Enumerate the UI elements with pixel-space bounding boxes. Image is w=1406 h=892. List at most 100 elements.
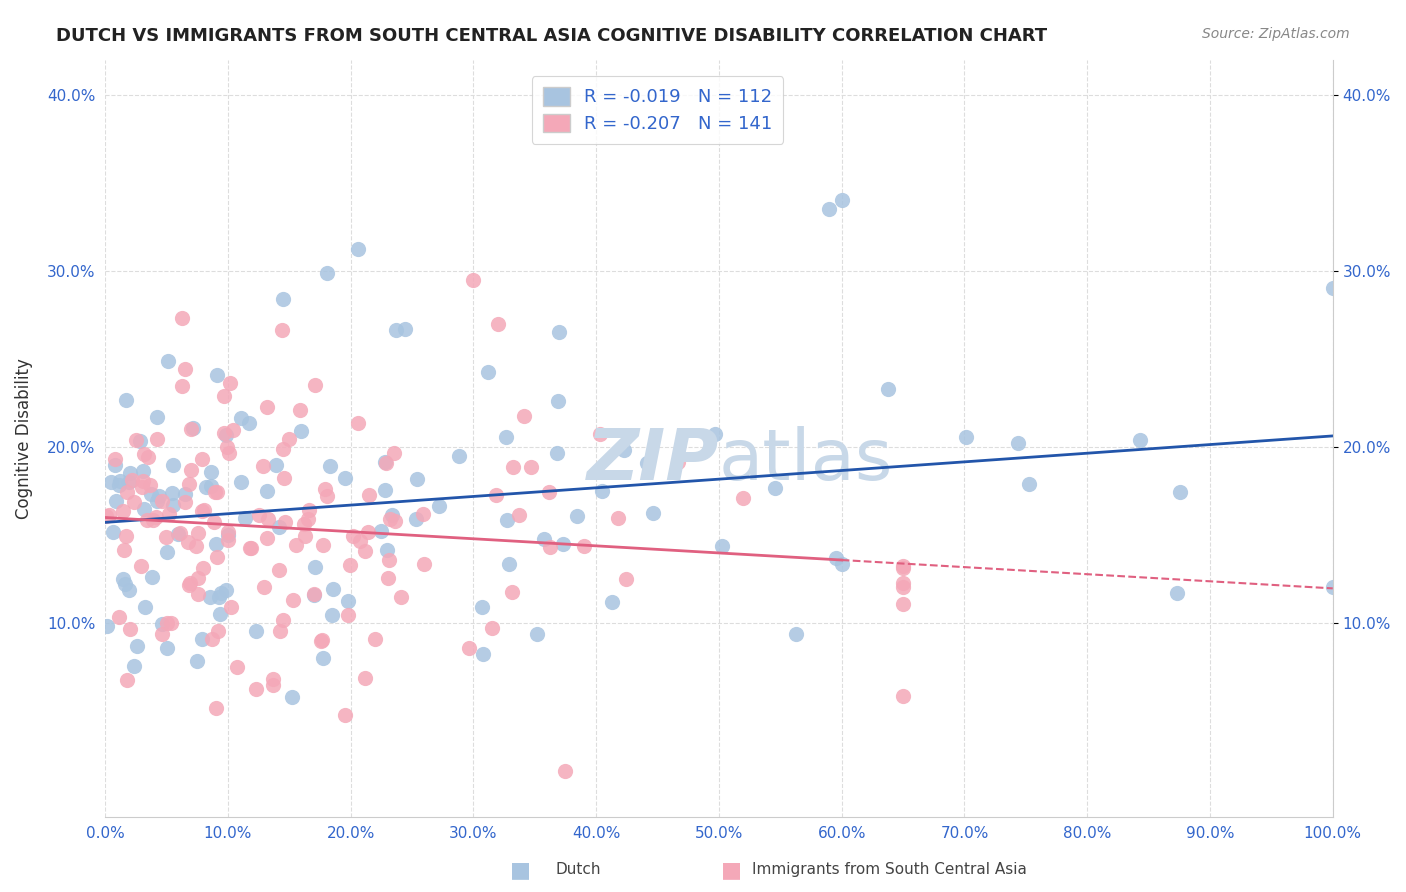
Point: [146, 494, 169, 508]
Point: [118, 582, 141, 597]
Point: [247, 508, 270, 522]
Point: [156, 353, 179, 368]
Point: [134, 502, 156, 516]
Point: [389, 591, 412, 605]
Point: [955, 430, 977, 444]
Point: [704, 427, 727, 442]
Point: [339, 558, 361, 572]
Point: [97, 508, 120, 522]
Point: [195, 480, 218, 494]
Point: [114, 576, 136, 591]
Point: [763, 481, 786, 495]
Point: [412, 557, 434, 571]
Point: [252, 458, 274, 473]
Point: [215, 583, 238, 598]
Point: [121, 473, 143, 487]
Point: [288, 403, 311, 417]
Point: [378, 553, 401, 567]
Point: [245, 681, 267, 696]
Point: [129, 434, 152, 449]
Point: [201, 632, 224, 646]
Point: [208, 607, 231, 621]
Point: [191, 632, 214, 646]
Point: [131, 559, 153, 574]
Point: [186, 539, 208, 553]
Point: [304, 559, 326, 574]
Point: [495, 429, 517, 443]
Point: [314, 482, 336, 496]
Point: [298, 502, 321, 516]
Point: [214, 425, 236, 440]
Point: [207, 484, 229, 499]
Point: [548, 326, 571, 340]
Point: [349, 534, 371, 549]
Point: [186, 654, 208, 668]
Point: [148, 489, 170, 503]
Point: [117, 673, 139, 687]
Point: [266, 458, 288, 472]
Point: [312, 651, 335, 665]
Point: [221, 423, 243, 437]
Point: [1007, 436, 1029, 450]
Point: [831, 557, 853, 571]
Point: [160, 486, 183, 500]
Point: [600, 594, 623, 608]
Point: [484, 488, 506, 502]
Point: [160, 615, 183, 630]
Point: [100, 475, 122, 489]
Point: [285, 538, 308, 552]
Point: [312, 538, 335, 552]
Point: [271, 613, 294, 627]
Point: [427, 499, 450, 513]
Point: [384, 322, 406, 336]
Point: [891, 558, 914, 573]
Point: [267, 520, 290, 534]
Point: [112, 572, 135, 586]
Point: [269, 624, 291, 638]
Point: [218, 376, 240, 390]
Point: [447, 449, 470, 463]
Point: [179, 476, 201, 491]
Point: [565, 508, 588, 523]
Point: [125, 640, 148, 654]
Point: [191, 561, 214, 575]
Point: [394, 321, 416, 335]
Point: [94, 509, 117, 524]
Point: [375, 456, 398, 470]
Point: [357, 524, 380, 539]
Point: [132, 474, 155, 488]
Legend: R = -0.019   N = 112, R = -0.207   N = 141: R = -0.019 N = 112, R = -0.207 N = 141: [531, 76, 783, 144]
Point: [215, 440, 238, 454]
Point: [321, 608, 343, 623]
Point: [547, 393, 569, 408]
Point: [156, 640, 179, 655]
Point: [785, 626, 807, 640]
Point: [891, 575, 914, 590]
Point: [207, 624, 229, 638]
Point: [614, 572, 637, 586]
Point: [309, 634, 332, 648]
Point: [142, 513, 165, 527]
Point: [198, 590, 221, 604]
Point: [315, 266, 337, 280]
Point: [170, 379, 193, 393]
Point: [374, 455, 396, 469]
Point: [262, 677, 284, 691]
Point: [104, 452, 127, 467]
Point: [174, 495, 197, 509]
Point: [141, 487, 163, 501]
Point: [375, 543, 398, 558]
Point: [731, 491, 754, 505]
Point: [114, 392, 136, 407]
Point: [118, 475, 141, 490]
Point: [239, 541, 262, 555]
Point: [319, 458, 342, 473]
Point: [187, 587, 209, 601]
Point: [374, 483, 396, 497]
Point: [333, 707, 356, 722]
Text: atlas: atlas: [718, 426, 893, 495]
Point: [138, 478, 160, 492]
Point: [891, 561, 914, 575]
Point: [200, 465, 222, 479]
Point: [156, 615, 179, 630]
